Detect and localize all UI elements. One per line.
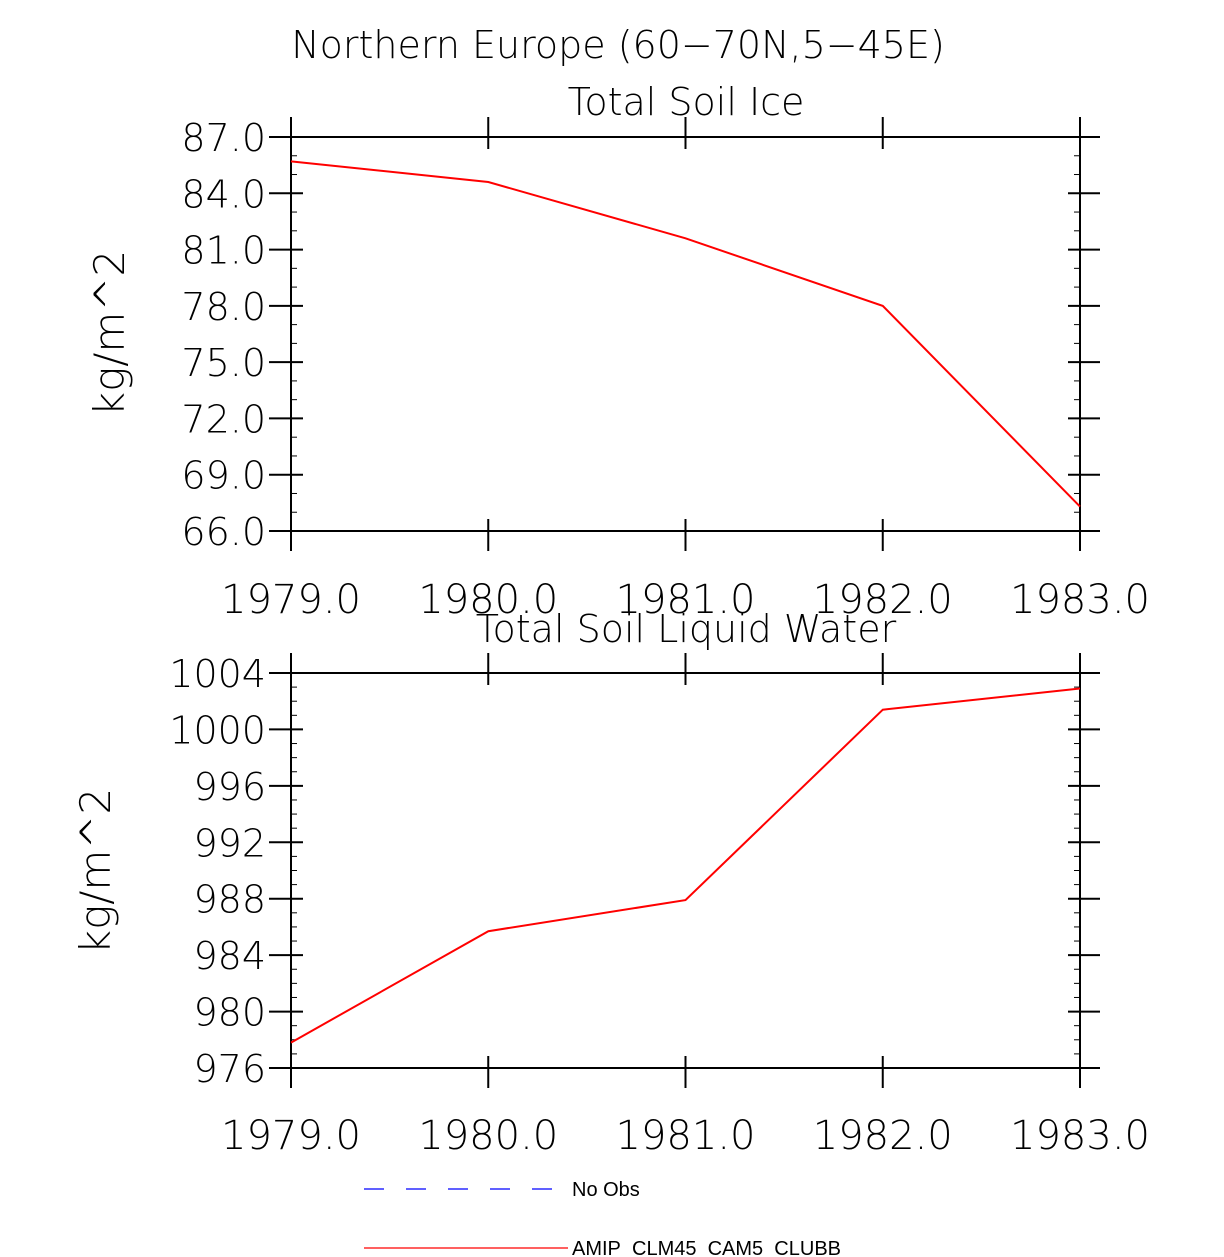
series-line [290,160,1081,508]
y-tick-label: 84.0 [181,172,266,216]
panel-title: Total Soil Ice [568,80,805,124]
y-tick-label: 984 [193,934,266,978]
legend: No Obs AMIP_CLM45_CAM5_CLUBB [364,1179,841,1257]
y-axis-label: kg/m^2 [71,788,120,955]
x-tick-label: 1982.0 [813,577,953,623]
x-tick-label: 1980.0 [418,1113,558,1159]
y-tick-label: 66.0 [181,510,266,554]
y-tick-label: 992 [193,821,266,865]
x-tick-label: 1980.0 [418,577,558,623]
y-tick-label: 72.0 [181,397,266,441]
x-tick-label: 1979.0 [221,1113,361,1159]
y-tick-label: 1004 [169,652,266,696]
y-tick-label: 87.0 [181,116,266,160]
figure-title: Northern Europe (60−70N,5−45E) [291,23,945,67]
y-tick-label: 976 [193,1047,266,1091]
y-tick-label: 996 [193,765,266,809]
legend-item: No Obs [364,1179,640,1201]
series-line [290,687,1081,1044]
y-tick-label: 78.0 [181,285,266,329]
plot-frame [290,672,1081,1069]
x-tick-label: 1981.0 [616,1113,756,1159]
legend-label: AMIP_CLM45_CAM5_CLUBB [572,1238,841,1257]
x-tick-label: 1983.0 [1010,1113,1150,1159]
panel-total-soil-ice: Total Soil Ice kg/m^2 66.0 69.0 72.0 75.0 78… [85,80,1150,623]
legend-item: AMIP_CLM45_CAM5_CLUBB [364,1238,841,1257]
x-tick-label: 1982.0 [813,1113,953,1159]
y-tick-label: 980 [193,991,266,1035]
x-tick-label: 1983.0 [1010,577,1150,623]
x-tick-label: 1979.0 [221,577,361,623]
y-tick-label: 69.0 [181,454,266,498]
y-tick-label: 81.0 [181,229,266,273]
panel-title: Total Soil Liquid Water [476,607,897,651]
y-tick-label: 1000 [169,708,266,752]
y-axis-label: kg/m^2 [85,250,134,417]
y-tick-label: 988 [193,878,266,922]
panel-total-soil-liquid-water: Total Soil Liquid Water kg/m^2 976 980 984… [71,607,1150,1159]
x-tick-label: 1981.0 [616,577,756,623]
legend-label: No Obs [572,1179,640,1201]
plot-frame [290,136,1081,532]
y-tick-label: 75.0 [181,341,266,385]
